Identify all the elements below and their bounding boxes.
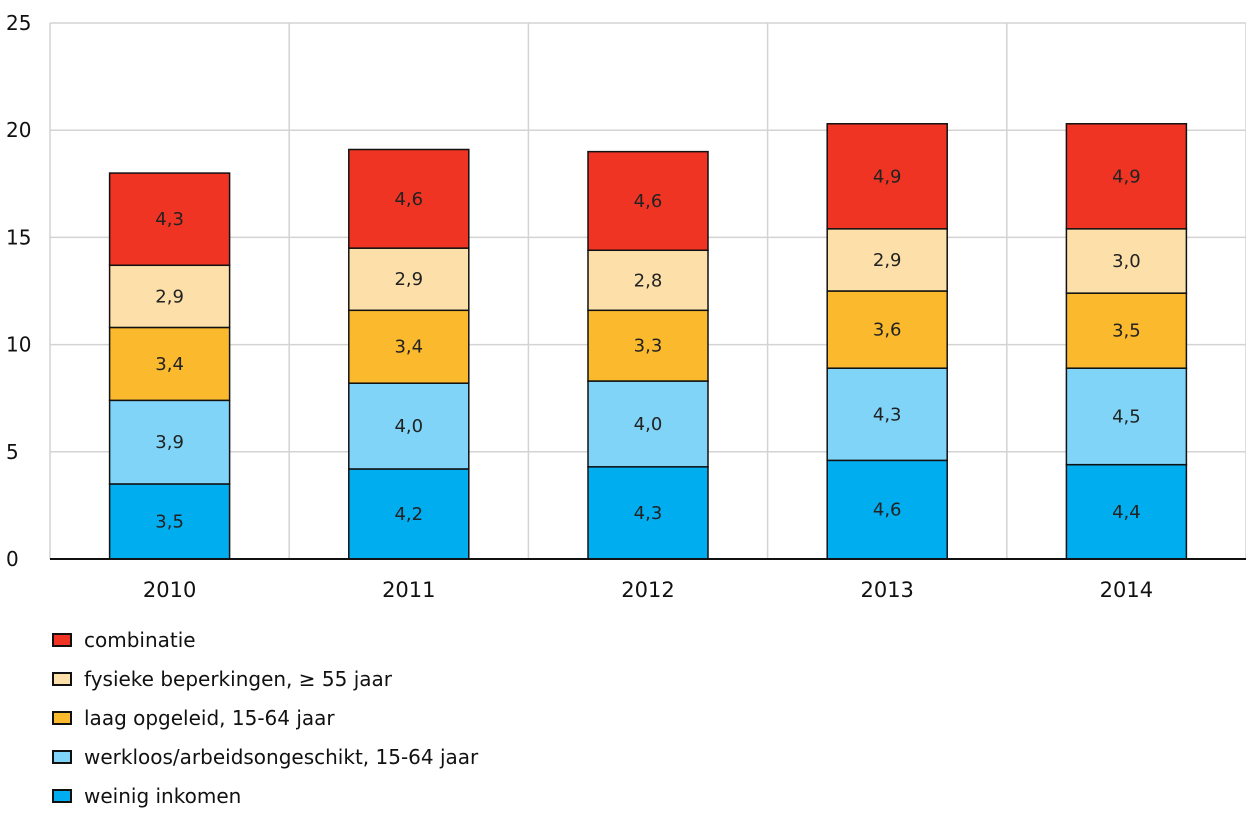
data-label-2013-fysieke-beperkingen-55-jaar: 2,9 [873, 250, 902, 271]
legend-swatch-weinig-inkomen [52, 788, 72, 803]
data-label-2011-werkloos-arbeidsongeschikt-15-64-jaar: 4,0 [394, 416, 423, 437]
data-label-2010-laag-opgeleid-15-64-jaar: 3,4 [155, 354, 184, 375]
data-label-2014-weinig-inkomen: 4,4 [1112, 502, 1141, 523]
bars: 3,5 3,9 3,4 2,9 4,3 4,2 4,0 3,4 2,9 4,6 4,3 4,0 3,3 2… [108, 123, 1188, 560]
data-label-2013-werkloos-arbeidsongeschikt-15-64-jaar: 4,3 [873, 404, 902, 425]
bar-2010-werkloos-arbeidsongeschikt-15-64-jaar [108, 399, 231, 485]
bar-2010-laag-opgeleid-15-64-jaar [108, 326, 231, 402]
bar-2011-combinatie [348, 148, 470, 249]
data-label-2010-werkloos-arbeidsongeschikt-15-64-jaar: 3,9 [155, 432, 184, 453]
y-tick-label-15: 15 [6, 225, 31, 249]
x-tick-label-2010: 2010 [143, 578, 196, 602]
legend-label-laag-opgeleid: laag opgeleid, 15-64 jaar [84, 705, 335, 730]
x-tick-label-2012: 2012 [621, 578, 674, 602]
bar-2011-weinig-inkomen [348, 468, 470, 560]
legend-item-combinatie: combinatie [52, 620, 478, 659]
bar-2014-weinig-inkomen [1065, 463, 1188, 560]
data-label-2011-fysieke-beperkingen-55-jaar: 2,9 [394, 269, 423, 290]
legend-swatch-werkloos-arbeidsongeschikt [52, 749, 72, 764]
bar-2012-werkloos-arbeidsongeschikt-15-64-jaar [587, 380, 709, 468]
data-label-2012-combinatie: 4,6 [634, 191, 663, 212]
data-label-2011-weinig-inkomen: 4,2 [394, 504, 423, 525]
bar-2010-combinatie [108, 172, 231, 267]
legend-swatch-laag-opgeleid [52, 710, 72, 725]
bar-2014-laag-opgeleid-15-64-jaar [1065, 292, 1188, 369]
bar-2011-fysieke-beperkingen-55-jaar [348, 247, 470, 312]
data-label-2012-weinig-inkomen: 4,3 [634, 503, 663, 524]
y-tick-label-25: 25 [6, 11, 31, 35]
data-label-2010-fysieke-beperkingen-55-jaar: 2,9 [155, 286, 184, 307]
data-label-2013-laag-opgeleid-15-64-jaar: 3,6 [873, 320, 902, 341]
data-label-2012-laag-opgeleid-15-64-jaar: 3,3 [634, 336, 663, 357]
axes: 0 5 10 15 20 25 2010 2011 2012 2013 2014 [6, 11, 1246, 602]
y-tick-label-20: 20 [6, 118, 31, 142]
legend-item-weinig-inkomen: weinig inkomen [52, 776, 478, 815]
y-tick-label-10: 10 [6, 333, 31, 357]
data-label-2012-fysieke-beperkingen-55-jaar: 2,8 [634, 270, 663, 291]
data-label-2014-fysieke-beperkingen-55-jaar: 3,0 [1112, 251, 1141, 272]
y-tick-label-0: 0 [6, 547, 19, 571]
bar-2012-weinig-inkomen [587, 466, 709, 560]
legend-item-fysieke-beperkingen: fysieke beperkingen, ≥ 55 jaar [52, 659, 478, 698]
data-label-2011-combinatie: 4,6 [394, 189, 423, 210]
y-tick-label-5: 5 [6, 440, 19, 464]
bar-2013-werkloos-arbeidsongeschikt-15-64-jaar [826, 367, 948, 462]
legend-swatch-combinatie [52, 632, 72, 647]
bar-2013-combinatie [826, 123, 948, 230]
bar-2013-weinig-inkomen [826, 459, 948, 560]
data-label-2014-werkloos-arbeidsongeschikt-15-64-jaar: 4,5 [1112, 406, 1141, 427]
bar-2010-fysieke-beperkingen-55-jaar [108, 264, 231, 329]
data-label-2014-laag-opgeleid-15-64-jaar: 3,5 [1112, 321, 1141, 342]
legend-swatch-fysieke-beperkingen [52, 671, 72, 686]
legend-label-werkloos-arbeidsongeschikt: werkloos/arbeidsongeschikt, 15-64 jaar [84, 744, 479, 769]
legend-label-fysieke-beperkingen: fysieke beperkingen, ≥ 55 jaar [84, 666, 392, 691]
data-label-2010-weinig-inkomen: 3,5 [155, 511, 184, 532]
legend: combinatie fysieke beperkingen, ≥ 55 jaa… [52, 620, 478, 815]
data-label-2014-combinatie: 4,9 [1112, 166, 1141, 187]
data-label-2013-combinatie: 4,9 [873, 166, 902, 187]
legend-item-werkloos-arbeidsongeschikt: werkloos/arbeidsongeschikt, 15-64 jaar [52, 737, 478, 776]
legend-label-combinatie: combinatie [84, 627, 196, 652]
x-tick-label-2013: 2013 [860, 578, 913, 602]
bar-2012-laag-opgeleid-15-64-jaar [587, 309, 709, 382]
data-label-2012-werkloos-arbeidsongeschikt-15-64-jaar: 4,0 [634, 414, 663, 435]
data-label-2011-laag-opgeleid-15-64-jaar: 3,4 [394, 337, 423, 358]
x-tick-label-2014: 2014 [1100, 578, 1153, 602]
bar-2014-werkloos-arbeidsongeschikt-15-64-jaar [1065, 367, 1188, 466]
legend-label-weinig-inkomen: weinig inkomen [84, 783, 242, 808]
bar-2011-werkloos-arbeidsongeschikt-15-64-jaar [348, 382, 470, 470]
bar-2012-combinatie [587, 150, 709, 252]
stacked-bar-chart: 3,5 3,9 3,4 2,9 4,3 4,2 4,0 3,4 2,9 4,6 4,3 4,0 3,3 2… [6, 11, 1246, 602]
legend-item-laag-opgeleid: laag opgeleid, 15-64 jaar [52, 698, 478, 737]
x-tick-label-2011: 2011 [382, 578, 435, 602]
data-label-2013-weinig-inkomen: 4,6 [873, 500, 902, 521]
bar-2011-laag-opgeleid-15-64-jaar [348, 309, 470, 384]
data-label-2010-combinatie: 4,3 [155, 209, 184, 230]
bar-2014-combinatie [1065, 123, 1188, 230]
